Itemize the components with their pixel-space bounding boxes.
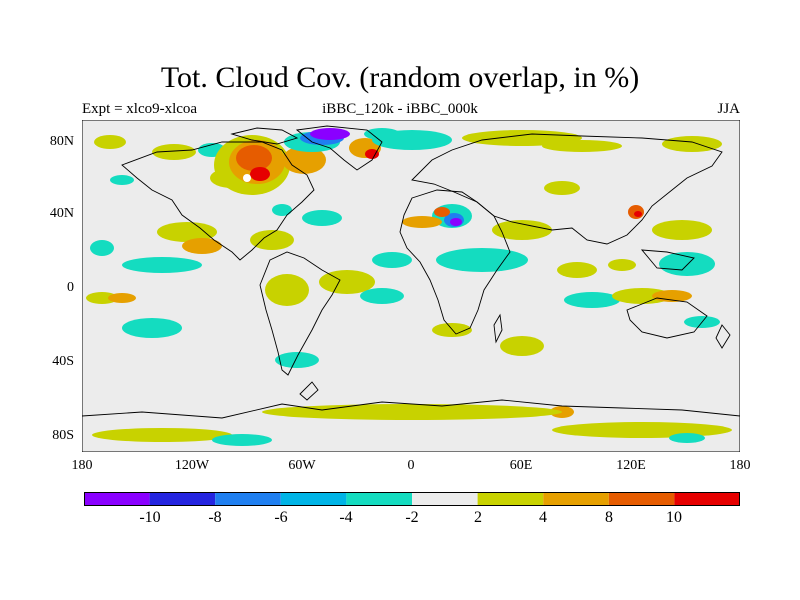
colorbar-bin-6 bbox=[412, 492, 478, 506]
lon-label-120e: 120E bbox=[616, 458, 646, 473]
lat-label-40s: 40S bbox=[52, 354, 74, 369]
coastlines bbox=[82, 125, 740, 419]
colorbar-label: -4 bbox=[339, 509, 353, 526]
lat-label-40n: 40N bbox=[49, 206, 74, 221]
colorbar-bin-5 bbox=[346, 492, 412, 506]
world-map bbox=[82, 120, 740, 452]
colorbar-label: 8 bbox=[605, 509, 613, 526]
colorbar-label: -8 bbox=[208, 509, 222, 526]
colorbar-bin-8 bbox=[543, 492, 609, 506]
colorbar bbox=[84, 492, 740, 506]
colorbar-bin-9 bbox=[608, 492, 675, 506]
colorbar-label: -6 bbox=[274, 509, 288, 526]
colorbar-label: -10 bbox=[139, 509, 161, 526]
colorbar-label: 10 bbox=[666, 509, 682, 526]
lat-label-80s: 80S bbox=[52, 428, 74, 443]
colorbar-bin-4 bbox=[280, 492, 347, 506]
lat-label-0: 0 bbox=[67, 280, 74, 295]
lon-label-180w: 180 bbox=[71, 458, 93, 473]
colorbar-label: 4 bbox=[539, 509, 547, 526]
colorbar-label: 2 bbox=[474, 509, 482, 526]
experiment-label: Expt = xlco9-xlcoa bbox=[82, 101, 198, 117]
plot-title: Tot. Cloud Cov. (random overlap, in %) bbox=[160, 61, 640, 94]
colorbar-bin-7 bbox=[477, 492, 544, 506]
colorbar-bin-2 bbox=[149, 492, 216, 506]
lon-label-180e: 180 bbox=[729, 458, 751, 473]
lat-label-80n: 80N bbox=[49, 134, 74, 149]
season-label: JJA bbox=[717, 101, 740, 117]
lon-label-60e: 60E bbox=[509, 458, 533, 473]
lon-label-0: 0 bbox=[407, 458, 415, 473]
scenario-label: iBBC_120k - iBBC_000k bbox=[322, 101, 478, 117]
colorbar-bin-1 bbox=[84, 492, 150, 506]
lon-label-60w: 60W bbox=[288, 458, 316, 473]
colorbar-bin-3 bbox=[215, 492, 281, 506]
colorbar-label: -2 bbox=[405, 509, 419, 526]
colorbar-frame bbox=[84, 492, 740, 506]
map-background bbox=[82, 120, 740, 452]
colorbar-bin-10 bbox=[674, 492, 740, 506]
lon-label-120w: 120W bbox=[174, 458, 210, 473]
